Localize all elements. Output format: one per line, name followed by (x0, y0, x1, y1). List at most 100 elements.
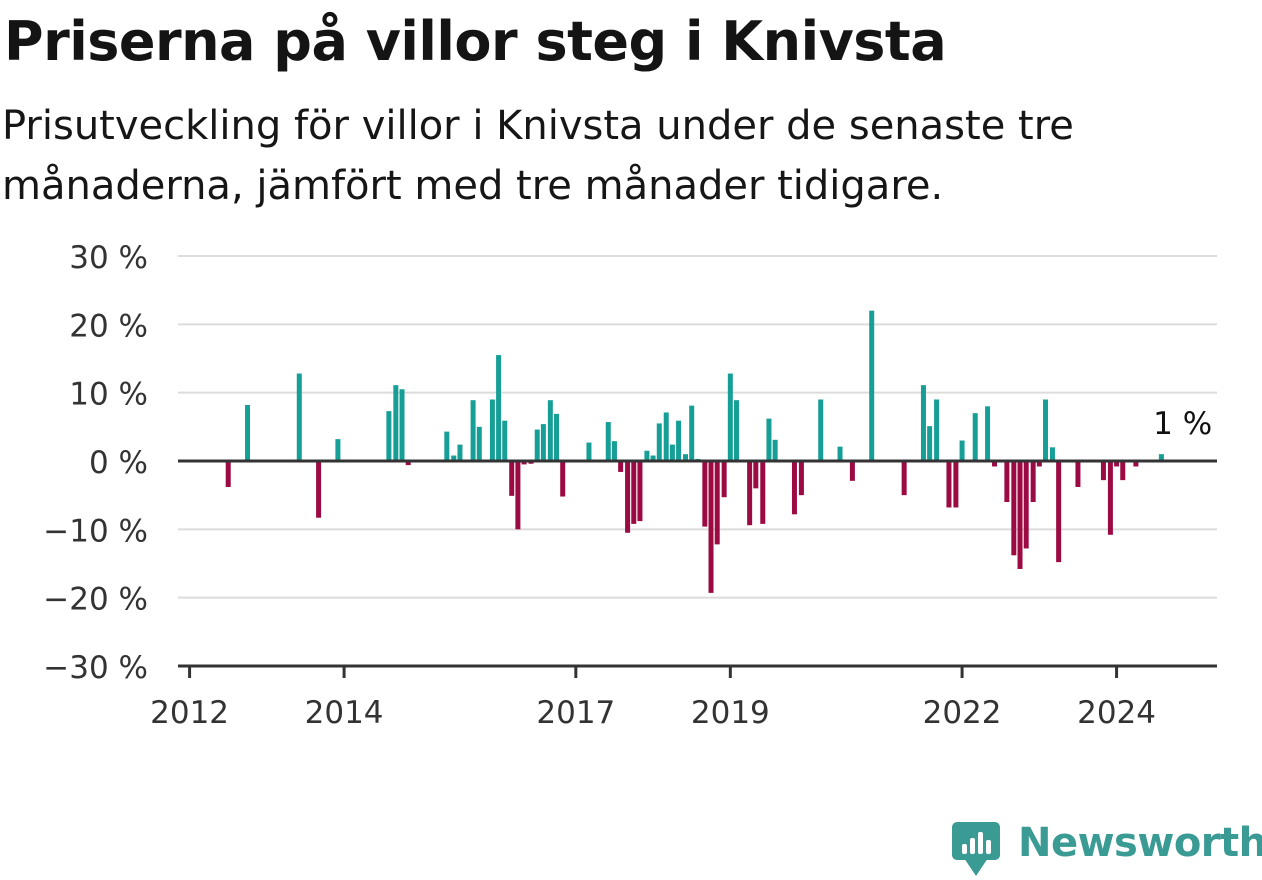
bar (953, 461, 959, 508)
bar (669, 444, 675, 461)
bar (644, 450, 650, 461)
bar (714, 461, 720, 545)
bar (316, 461, 322, 518)
y-tick-label: −30 % (43, 650, 148, 686)
y-tick-label: 0 % (89, 445, 148, 481)
bar (1004, 461, 1010, 502)
x-tick-label: 2012 (150, 695, 229, 731)
x-tick-label: 2022 (923, 695, 1002, 731)
bar (225, 461, 231, 487)
bar (444, 431, 450, 461)
bar (554, 413, 560, 461)
bar (393, 385, 399, 461)
bar (656, 423, 662, 461)
x-tick-label: 2019 (691, 695, 770, 731)
bar (631, 461, 637, 524)
bar (766, 418, 772, 461)
bar (625, 461, 631, 533)
bar (540, 424, 546, 461)
y-tick-label: 20 % (69, 308, 148, 344)
bar (405, 461, 411, 466)
bar (335, 439, 341, 461)
bar (386, 411, 392, 461)
bar (470, 400, 476, 461)
bar (772, 439, 778, 461)
bar (476, 426, 482, 461)
brand-name: Newsworthy (1018, 820, 1262, 866)
grid-lines (178, 255, 1217, 599)
y-tick-label: −20 % (43, 582, 148, 618)
y-tick-label: 10 % (69, 377, 148, 413)
bar (451, 455, 457, 461)
axes (178, 459, 1217, 668)
bar (650, 455, 656, 461)
bar (849, 461, 855, 481)
bar (521, 461, 527, 465)
bar (1036, 461, 1042, 467)
bar (611, 441, 617, 461)
bar (1107, 461, 1113, 535)
bar (1049, 447, 1055, 461)
bar (663, 412, 669, 461)
y-tick-label: 30 % (69, 240, 148, 276)
x-tick-label: 2017 (536, 695, 615, 731)
bar (1114, 461, 1120, 467)
bar (1100, 461, 1106, 481)
bar (296, 373, 302, 461)
bar (1043, 399, 1049, 461)
bar (399, 389, 405, 461)
bar (708, 461, 714, 593)
bar (676, 420, 682, 461)
bar (515, 461, 521, 530)
bar (837, 446, 843, 461)
bar (992, 461, 998, 467)
bar (901, 461, 907, 496)
bar (702, 461, 708, 527)
bar (605, 422, 611, 461)
chart-subtitle: Prisutveckling för villor i Knivsta unde… (2, 103, 1074, 209)
bar (927, 426, 933, 461)
bar (534, 429, 540, 461)
bar (1120, 461, 1126, 481)
bar (496, 355, 502, 461)
bar (245, 404, 251, 461)
bar (1133, 461, 1139, 467)
bar (1017, 461, 1023, 569)
x-tick-label: 2024 (1077, 695, 1156, 731)
bar (721, 461, 727, 498)
bar (689, 405, 695, 461)
bar (727, 373, 733, 461)
bar (869, 310, 875, 461)
bar (747, 461, 753, 526)
bar (985, 406, 991, 461)
chart-title: Priserna på villor steg i Knivsta (4, 10, 947, 73)
last-value-label: 1 % (1153, 406, 1212, 442)
bar (946, 461, 952, 508)
bar (547, 400, 553, 461)
bar (1023, 461, 1029, 549)
bar (1056, 461, 1062, 563)
bar (560, 461, 566, 497)
newsworthy-logo-icon (952, 822, 1000, 876)
bar (1011, 461, 1017, 556)
bar (753, 461, 759, 489)
bar (1158, 454, 1164, 461)
x-axis-labels: 2012 2014 2017 2019 2022 2024 (150, 666, 1156, 731)
bar (798, 461, 804, 496)
bar (959, 440, 965, 461)
bar (489, 399, 495, 461)
bar (618, 461, 624, 472)
bar (683, 454, 689, 461)
bar (1030, 461, 1036, 502)
bar (934, 399, 940, 461)
bar (734, 400, 740, 461)
bar (972, 413, 978, 461)
bar (509, 461, 515, 496)
bar (760, 461, 766, 524)
bars (225, 310, 1164, 593)
bar (586, 442, 592, 461)
bar (818, 399, 824, 461)
bar (637, 461, 643, 522)
y-axis-labels: −30 % −20 % −10 % 0 % 10 % 20 % 30 % (43, 240, 148, 686)
